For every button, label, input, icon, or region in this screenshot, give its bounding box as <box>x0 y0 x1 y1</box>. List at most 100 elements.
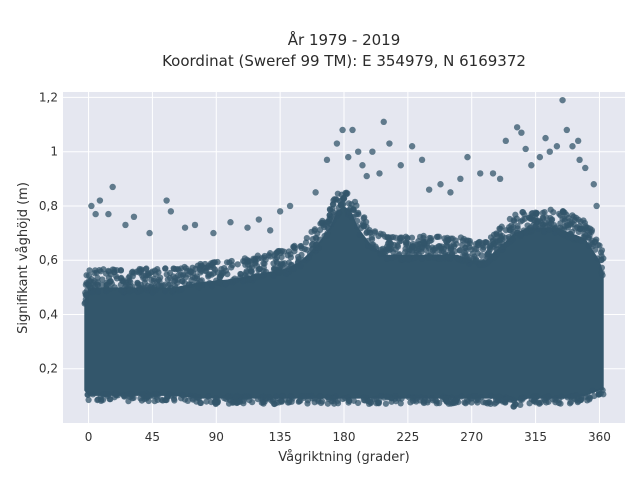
scatter-point <box>426 252 433 259</box>
scatter-point <box>260 399 267 406</box>
scatter-point <box>371 229 378 236</box>
scatter-point <box>431 246 438 253</box>
outlier-point <box>88 202 95 210</box>
scatter-point <box>330 197 337 204</box>
scatter-point <box>466 243 473 251</box>
scatter-point <box>543 399 550 406</box>
outlier-point <box>542 134 549 142</box>
scatter-point <box>163 396 170 404</box>
y-tick-label: 1,2 <box>39 90 58 104</box>
scatter-point <box>354 399 362 407</box>
scatter-point <box>129 273 136 280</box>
scatter-point <box>216 279 223 286</box>
scatter-point <box>551 222 558 229</box>
x-tick-label: 360 <box>588 430 611 444</box>
scatter-point <box>396 238 403 245</box>
scatter-point <box>297 263 304 270</box>
outlier-point <box>267 227 274 234</box>
scatter-point <box>305 254 312 261</box>
scatter-point <box>415 245 422 253</box>
outlier-point <box>528 162 535 169</box>
scatter-point <box>86 267 93 274</box>
scatter-point <box>223 259 231 266</box>
scatter-point <box>319 219 326 226</box>
scatter-point <box>193 275 201 282</box>
outlier-point <box>386 140 393 147</box>
scatter-point <box>532 209 539 216</box>
scatter-point <box>472 258 479 265</box>
scatter-point <box>475 241 482 248</box>
scatter-point <box>162 265 169 272</box>
scatter-point <box>226 278 234 286</box>
scatter-point <box>559 215 566 222</box>
scatter-point <box>364 237 371 245</box>
scatter-point <box>118 287 125 294</box>
scatter-point <box>510 403 518 410</box>
scatter-point <box>83 272 90 279</box>
scatter-point <box>212 400 219 407</box>
scatter-point <box>324 400 331 407</box>
scatter-point <box>89 391 97 398</box>
scatter-point <box>589 387 596 394</box>
scatter-point <box>324 393 331 401</box>
scatter-point <box>94 288 102 295</box>
scatter-point <box>130 394 137 401</box>
scatter-point <box>171 397 178 404</box>
outlier-point <box>408 143 416 150</box>
scatter-point <box>418 255 425 262</box>
scatter-point <box>185 281 193 288</box>
scatter-point <box>570 393 577 400</box>
y-tick-label: 1 <box>50 145 58 159</box>
outlier-point <box>437 181 444 188</box>
outlier-point <box>559 96 566 104</box>
scatter-point <box>335 204 342 211</box>
scatter-point <box>526 214 533 221</box>
y-tick-label: 0,6 <box>39 253 58 267</box>
scatter-point <box>99 276 106 283</box>
scatter-point <box>510 228 517 236</box>
scatter-point <box>142 272 150 279</box>
outlier-point <box>593 202 600 210</box>
x-tick-label: 270 <box>460 430 483 444</box>
scatter-point <box>411 251 418 259</box>
scatter-point <box>143 265 150 272</box>
scatter-point <box>229 262 236 269</box>
outlier-point <box>496 175 504 183</box>
scatter-point <box>468 399 475 406</box>
scatter-point <box>417 233 424 240</box>
x-tick-label: 180 <box>333 430 356 444</box>
scatter-point <box>280 248 287 255</box>
scatter-point <box>317 399 325 407</box>
outlier-point <box>181 224 189 231</box>
scatter-point <box>340 195 347 203</box>
scatter-point <box>350 206 357 213</box>
scatter-point <box>198 262 205 269</box>
scatter-point <box>490 253 497 260</box>
y-tick-label: 0,4 <box>39 307 58 321</box>
scatter-point <box>573 214 580 221</box>
outlier-point <box>210 229 217 237</box>
scatter-point <box>360 219 367 227</box>
outlier-point <box>105 210 112 218</box>
scatter-point <box>386 393 393 401</box>
scatter-point <box>456 247 463 254</box>
scatter-point <box>182 274 189 281</box>
scatter-point <box>136 265 143 273</box>
scatter-point <box>517 232 524 240</box>
scatter-point <box>566 218 573 225</box>
scatter-point <box>175 287 182 294</box>
scatter-point <box>232 393 239 401</box>
scatter-point <box>123 392 130 399</box>
scatter-point <box>105 268 112 275</box>
outlier-point <box>457 175 464 183</box>
scatter-point <box>117 266 124 274</box>
scatter-point <box>345 397 353 405</box>
outlier-point <box>582 164 589 172</box>
scatter-point <box>96 266 103 274</box>
scatter-point <box>462 400 469 407</box>
scatter-point <box>149 285 156 292</box>
scatter-point <box>592 238 599 245</box>
scatter-point <box>308 241 316 248</box>
scatter-point <box>596 242 603 249</box>
scatter-point <box>527 224 534 231</box>
